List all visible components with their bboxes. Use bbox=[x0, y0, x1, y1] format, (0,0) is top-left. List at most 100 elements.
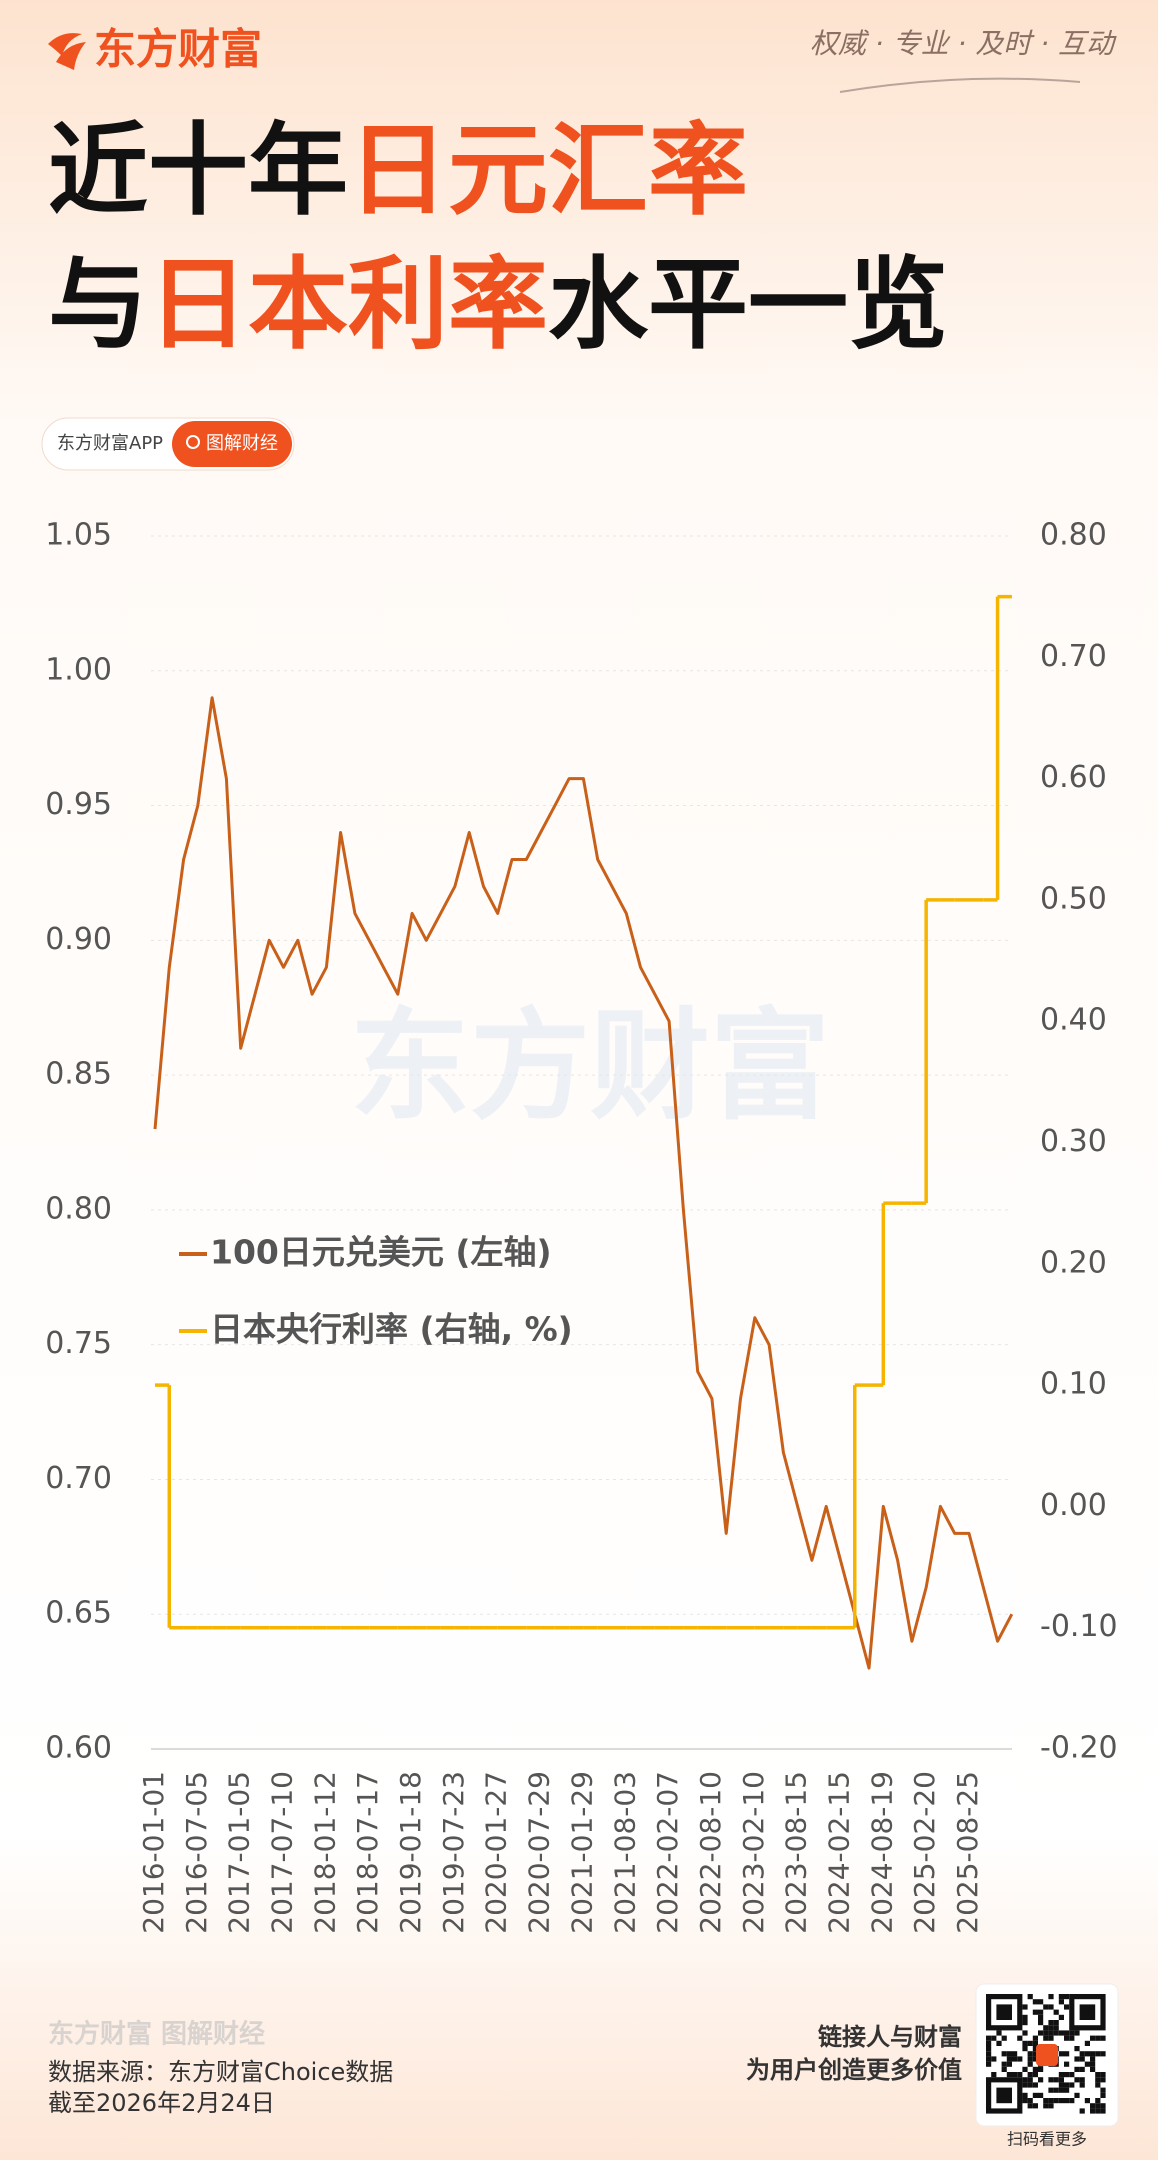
qr-module bbox=[1100, 2035, 1106, 2041]
x-tick-label: 2022-08-10 bbox=[694, 1771, 727, 1934]
qr-code bbox=[985, 1993, 1106, 2114]
slogan: 权威 · 专业 · 及时 · 互动 bbox=[810, 27, 1117, 60]
qr-module bbox=[1027, 2056, 1033, 2062]
qr-module bbox=[1064, 2051, 1070, 2057]
qr-module bbox=[986, 2046, 992, 2052]
y-tick-label: 0.85 bbox=[45, 1057, 112, 1092]
qr-module bbox=[1069, 2030, 1075, 2036]
qr-module bbox=[1032, 2092, 1038, 2098]
qr-module bbox=[1032, 2040, 1038, 2046]
y-tick-label: 1.00 bbox=[45, 652, 112, 687]
qr-module bbox=[1027, 2040, 1033, 2046]
y2-tick-label: -0.10 bbox=[1040, 1609, 1118, 1644]
title-line: 与日本利率水平一览 bbox=[48, 246, 948, 363]
qr-module bbox=[1090, 2103, 1096, 2109]
qr-module bbox=[1095, 2077, 1101, 2083]
qr-module bbox=[1095, 2035, 1101, 2041]
qr-module bbox=[1084, 2061, 1090, 2067]
qr-module bbox=[1027, 2077, 1033, 2083]
qr-module bbox=[991, 2035, 997, 2041]
qr-module bbox=[1027, 1994, 1033, 2000]
qr-module bbox=[1095, 2103, 1101, 2109]
qr-finder bbox=[996, 2004, 1012, 2020]
x-tick-label: 2021-01-29 bbox=[565, 1771, 598, 1934]
qr-module bbox=[1069, 2072, 1075, 2078]
y2-tick-label: 0.20 bbox=[1040, 1245, 1107, 1280]
x-tick-label: 2017-01-05 bbox=[223, 1771, 256, 1934]
qr-module bbox=[1095, 2072, 1101, 2078]
qr-module bbox=[1048, 2098, 1054, 2104]
qr-module bbox=[1058, 2098, 1064, 2104]
logo-icon bbox=[48, 33, 86, 70]
qr-module bbox=[1058, 2077, 1064, 2083]
x-tick-label: 2024-02-15 bbox=[822, 1771, 855, 1934]
qr-module bbox=[1038, 2092, 1044, 2098]
x-tick-label: 2022-02-07 bbox=[651, 1771, 684, 1934]
x-tick-label: 2017-07-10 bbox=[266, 1771, 299, 1934]
x-tick-label: 2019-07-23 bbox=[437, 1771, 470, 1934]
plot: 0.60 0.65 0.70 0.75 0.80 0.85 0.90 0.95 1.00 1.05… bbox=[45, 518, 1117, 1934]
qr-module bbox=[1095, 2108, 1101, 2114]
footer-slogan: 为用户创造更多价值 bbox=[746, 2056, 962, 2084]
qr-module bbox=[1053, 2025, 1059, 2031]
qr-module bbox=[1006, 2051, 1012, 2057]
qr-module bbox=[1043, 2098, 1049, 2104]
qr-module bbox=[1064, 2030, 1070, 2036]
qr-module bbox=[1090, 2066, 1096, 2072]
qr-module bbox=[1022, 2030, 1028, 2036]
qr-module bbox=[1074, 2092, 1080, 2098]
qr-module bbox=[1006, 2072, 1012, 2078]
qr-module bbox=[1022, 2098, 1028, 2104]
qr-caption: 扫码看更多 bbox=[1007, 2130, 1087, 2149]
qr-module bbox=[1064, 2087, 1070, 2093]
x-tick-label: 2019-01-18 bbox=[394, 1771, 427, 1934]
qr-module bbox=[1006, 2061, 1012, 2067]
x-tick-label: 2018-01-12 bbox=[308, 1771, 341, 1934]
qr-module bbox=[1038, 2020, 1044, 2026]
qr-module bbox=[1032, 2072, 1038, 2078]
qr-finder bbox=[985, 1993, 1023, 2031]
y2-tick-label: 0.50 bbox=[1040, 881, 1107, 916]
y-tick-label: 0.80 bbox=[45, 1191, 112, 1226]
qr-finder bbox=[985, 2077, 1023, 2114]
x-tick-label: 2023-02-10 bbox=[737, 1771, 770, 1934]
qr-module bbox=[1048, 2025, 1054, 2031]
qr-module bbox=[1084, 2051, 1090, 2057]
qr-module bbox=[1064, 2082, 1070, 2088]
qr-module bbox=[996, 2030, 1002, 2036]
qr-finder bbox=[996, 2087, 1012, 2104]
qr-module bbox=[1074, 2030, 1080, 2036]
qr-module bbox=[1006, 2056, 1012, 2062]
qr-module bbox=[1048, 1994, 1054, 2000]
qr-module bbox=[1022, 2040, 1028, 2046]
qr-module bbox=[1053, 2098, 1059, 2104]
qr-module bbox=[986, 2035, 992, 2041]
footer-slogan: 链接人与财富 bbox=[818, 2023, 962, 2051]
x-tick-label: 2016-07-05 bbox=[180, 1771, 213, 1934]
y-tick-label: 0.60 bbox=[45, 1731, 112, 1766]
legend-label: 日本央行利率 (右轴, %) bbox=[210, 1310, 573, 1349]
qr-module bbox=[1079, 2056, 1085, 2062]
y-tick-label: 1.05 bbox=[45, 518, 112, 553]
x-tick-label: 2016-01-01 bbox=[137, 1771, 170, 1934]
qr-module bbox=[1027, 2082, 1033, 2088]
qr-module bbox=[1038, 2077, 1044, 2083]
qr-module bbox=[986, 2040, 992, 2046]
qr-module bbox=[1022, 2046, 1028, 2052]
qr-module bbox=[1001, 2061, 1007, 2067]
qr-module bbox=[1053, 2087, 1059, 2093]
qr-module bbox=[1053, 2020, 1059, 2026]
legend-label: 100日元兑美元 (左轴) bbox=[210, 1233, 552, 1272]
x-tick-label: 2025-08-25 bbox=[951, 1771, 984, 1934]
y-tick-label: 0.95 bbox=[45, 787, 112, 822]
y2-tick-label: 0.40 bbox=[1040, 1003, 1107, 1038]
qr-module bbox=[1069, 2035, 1075, 2041]
qr-module bbox=[1001, 2035, 1007, 2041]
y-tick-label: 0.70 bbox=[45, 1461, 112, 1496]
qr-module bbox=[1038, 2009, 1044, 2015]
qr-module bbox=[1074, 2077, 1080, 2083]
x-tick-label: 2020-01-27 bbox=[480, 1771, 513, 1934]
qr-module bbox=[1095, 2082, 1101, 2088]
y2-tick-label: 0.70 bbox=[1040, 639, 1107, 674]
